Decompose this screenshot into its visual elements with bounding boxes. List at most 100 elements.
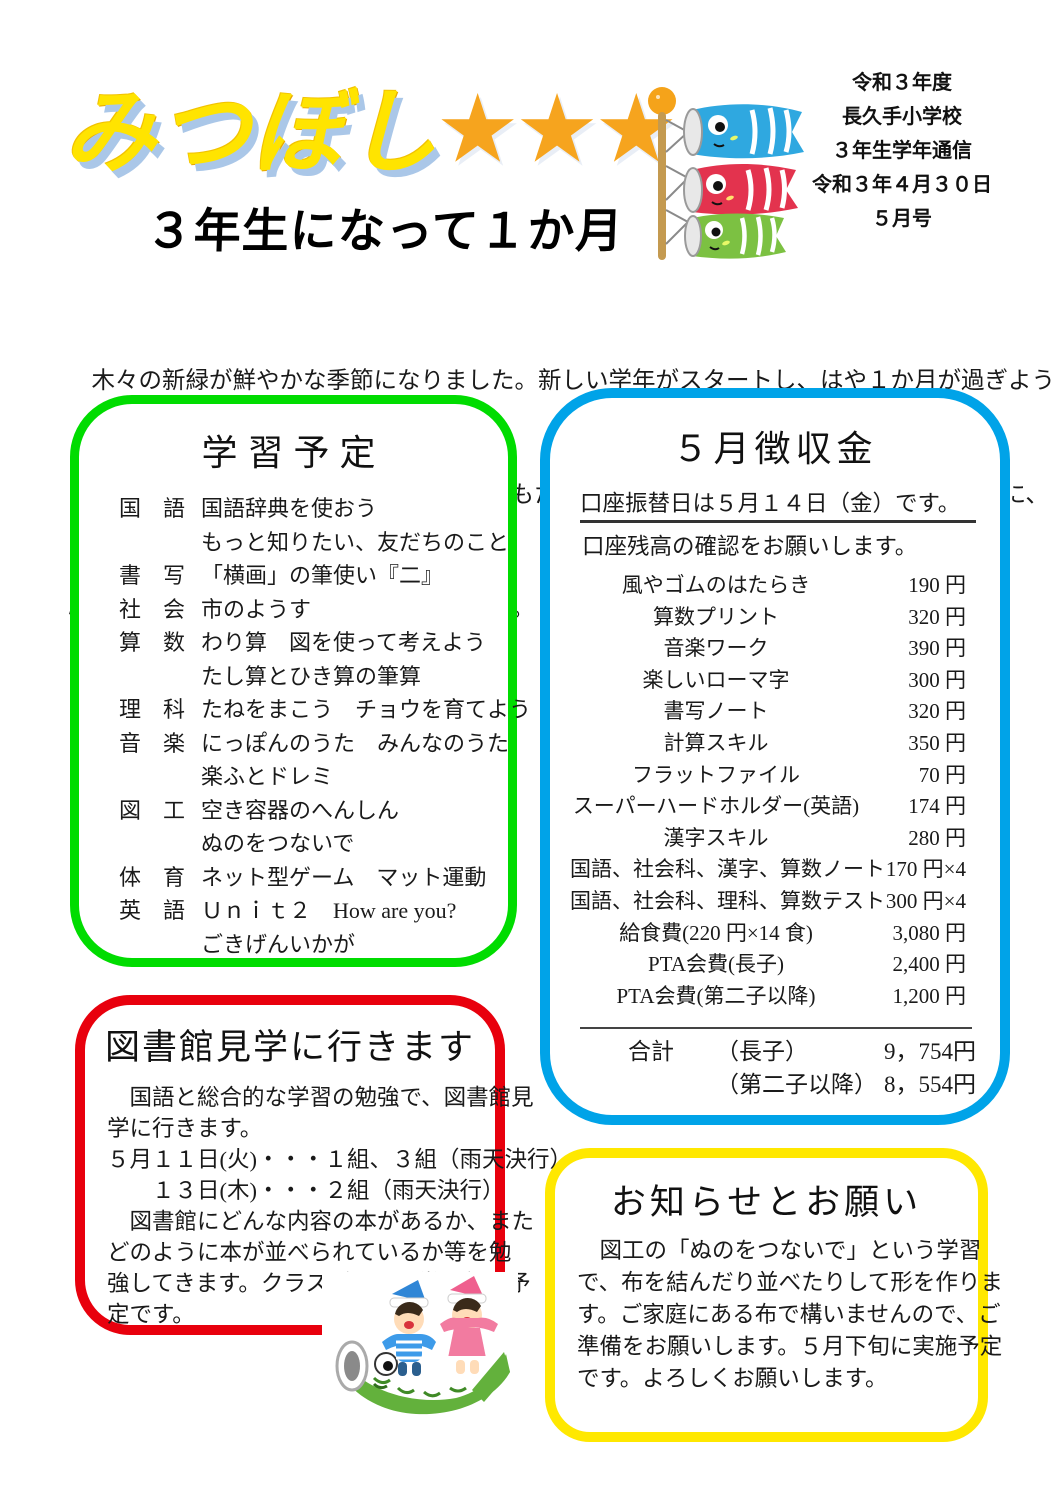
notice-title: お知らせとお願い xyxy=(610,1183,923,1222)
item-price: 190 円 xyxy=(908,573,966,597)
study-plan-title: 学習予定 xyxy=(201,433,386,473)
price-list: 風やゴムのはたらき 190 円 算数プリント 320 円 音楽ワーク 390 円 楽し… xyxy=(570,569,966,1011)
notice-text: 図工の「ぬのをつないで」という学習 で、布を結んだり並べたりして形を作りま す。… xyxy=(577,1235,1003,1395)
study-content: ぬのをつないで xyxy=(201,831,355,856)
subject-label: 体 育 xyxy=(119,864,186,890)
total-category: （長子） xyxy=(716,1039,808,1065)
three-stars-icon: ★★★ xyxy=(440,84,678,177)
notice-line: 図工の「ぬのをつないで」という学習 xyxy=(577,1238,982,1263)
item-price: 320 円 xyxy=(908,604,966,629)
notice-line: す。ご家庭にある布で構いませんので、ご xyxy=(577,1302,1001,1327)
item-price: 350 円 xyxy=(908,730,966,755)
notice-line: で、布を結んだり並べたりして形を作りま xyxy=(577,1270,1003,1295)
koinobori-streamers-icon xyxy=(648,87,804,260)
subject-label: 算 数 xyxy=(119,630,186,655)
study-content: にっぽんのうた みんなのうた xyxy=(201,730,510,756)
library-line: どのように本が並べられているか等を勉 xyxy=(107,1240,512,1265)
notice-line: 準備をお願いします。５月下旬に実施予定 xyxy=(577,1334,1003,1359)
kids-on-koinobori-icon xyxy=(335,1276,510,1415)
study-row: 音 楽にっぽんのうた みんなのうた xyxy=(119,727,509,761)
issue-info: 令和３年度 長久手小学校 ３年生学年通信 令和３年４月３０日 ５月号 xyxy=(793,66,1011,236)
study-plan-list: 国 語国語辞典を使おう もっと知りたい、友だちのこと 書 写「横画」の筆使い『二… xyxy=(119,492,531,962)
issue-info-line: 令和３年４月３０日 xyxy=(812,174,992,196)
item-name: 国語、社会科、漢字、算数ノート xyxy=(570,857,885,882)
transfer-date-notice: 口座振替日は５月１４日（金）です。 xyxy=(580,486,1000,523)
study-content: たし算とひき算の筆算 xyxy=(201,663,422,689)
transfer-date-text: 口座振替日は５月１４日（金）です。 xyxy=(580,486,977,523)
subject-label: 図 工 xyxy=(119,797,186,823)
subject-label xyxy=(119,526,201,560)
study-row: 算 数わり算 図を使って考えよう xyxy=(119,626,492,660)
subject-label: 国 語 xyxy=(119,496,186,521)
page-heading: ３年生になって１か月 xyxy=(144,204,625,257)
library-line: 図書館にどんな内容の本があるか、また xyxy=(107,1209,535,1234)
price-row: 算数プリント 320 円 xyxy=(570,601,966,633)
item-price: 2,400 円 xyxy=(892,952,967,977)
study-row: たし算とひき算の筆算 xyxy=(119,660,492,694)
price-row: 国語、社会科、理科、算数テスト 300 円×4 xyxy=(570,885,966,917)
study-row: 理 科たねをまこう チョウを育てよう xyxy=(119,693,531,727)
issue-info-line: 長久手小学校 xyxy=(842,106,962,128)
item-name: 給食費(220 円×14 食) xyxy=(619,920,813,945)
library-line: ５月１１日(火)・・・１組、３組（雨天決行） xyxy=(107,1147,572,1172)
price-row: 音楽ワーク 390 円 xyxy=(570,632,967,664)
study-row: 図 工空き容器のへんしん xyxy=(119,794,492,828)
study-row: 体 育ネット型ゲーム マット運動 xyxy=(119,861,492,895)
subject-label xyxy=(119,827,201,861)
study-content: 市のようす xyxy=(201,596,312,622)
price-row: フラットファイル 70 円 xyxy=(570,759,966,791)
study-row: 国 語国語辞典を使おう xyxy=(119,492,492,526)
item-price: 170 円×4 xyxy=(885,857,966,882)
price-row: 計算スキル 350 円 xyxy=(570,727,967,759)
library-line: １３日(木)・・・２組（雨天決行） xyxy=(107,1178,505,1203)
study-row: 書 写「横画」の筆使い『二』 xyxy=(119,559,492,593)
study-plan-box: 学習予定 国 語国語辞典を使おう もっと知りたい、友だちのこと 書 写「横画」の… xyxy=(70,395,531,967)
total-row: 合計 （長子） 9，754円 xyxy=(628,1035,976,1068)
item-name: 音楽ワーク xyxy=(663,636,769,661)
item-name: PTA会費(第二子以降) xyxy=(616,983,816,1008)
price-row: 漢字スキル 280 円 xyxy=(570,822,967,854)
balance-notice: 口座残高の確認をお願いします。 xyxy=(582,534,918,559)
item-name: 風やゴムのはたらき xyxy=(621,573,811,597)
item-name: 算数プリント xyxy=(653,604,779,629)
total-amount: 8，554円 xyxy=(884,1072,976,1098)
kids-on-koinobori-illustration xyxy=(322,1272,518,1418)
total-label xyxy=(628,1068,716,1101)
price-row: 書写ノート 320 円 xyxy=(570,695,967,727)
item-name: 楽しいローマ字 xyxy=(642,667,790,692)
subject-label: 英 語 xyxy=(119,898,186,923)
study-content: もっと知りたい、友だちのこと xyxy=(201,529,510,555)
subject-label xyxy=(119,928,201,962)
notice-line: です。よろしくお願いします。 xyxy=(577,1366,888,1391)
item-name: PTA会費(長子) xyxy=(648,952,784,977)
study-row: 社 会市のようす xyxy=(119,593,492,627)
study-content: わり算 図を使って考えよう xyxy=(201,630,486,655)
price-row: PTA会費(長子) 2,400 円 xyxy=(570,948,966,980)
price-row: スーパーハードホルダー(英語) 174 円 xyxy=(570,790,966,822)
item-price: 1,200 円 xyxy=(892,983,967,1008)
total-category: （第二子以降） xyxy=(716,1072,877,1098)
item-name: スーパーハードホルダー(英語) xyxy=(572,794,860,819)
subject-label: 音 楽 xyxy=(119,730,186,756)
item-name: フラットファイル xyxy=(632,762,800,787)
total-row: （第二子以降） 8，554円 xyxy=(628,1068,976,1101)
price-row: 風やゴムのはたらき 190 円 xyxy=(570,569,966,601)
subject-label xyxy=(119,760,201,794)
library-line: 定です。 xyxy=(107,1302,195,1327)
total-section: 合計 （長子） 9，754円 （第二子以降） 8，554円 xyxy=(628,1035,976,1101)
item-price: 280 円 xyxy=(908,825,966,850)
study-content: 楽ふとドレミ xyxy=(201,764,334,789)
issue-info-line: ５月号 xyxy=(872,208,932,230)
study-content: ごきげんいかが xyxy=(201,931,356,957)
library-line: 学に行きます。 xyxy=(107,1116,263,1141)
study-row: 楽ふとドレミ xyxy=(119,760,492,794)
study-row: ぬのをつないで xyxy=(119,827,492,861)
notice-box: お知らせとお願い 図工の「ぬのをつないで」という学習 で、布を結んだり並べたりし… xyxy=(545,1148,1003,1442)
total-label: 合計 xyxy=(628,1039,674,1065)
item-price: 70 円 xyxy=(918,762,966,787)
issue-info-line: ３年生学年通信 xyxy=(832,140,972,162)
collections-title: ５月徴収金 xyxy=(672,429,878,469)
price-row: PTA会費(第二子以降) 1,200 円 xyxy=(570,980,967,1012)
subject-label xyxy=(119,660,201,694)
total-divider xyxy=(580,1027,972,1030)
